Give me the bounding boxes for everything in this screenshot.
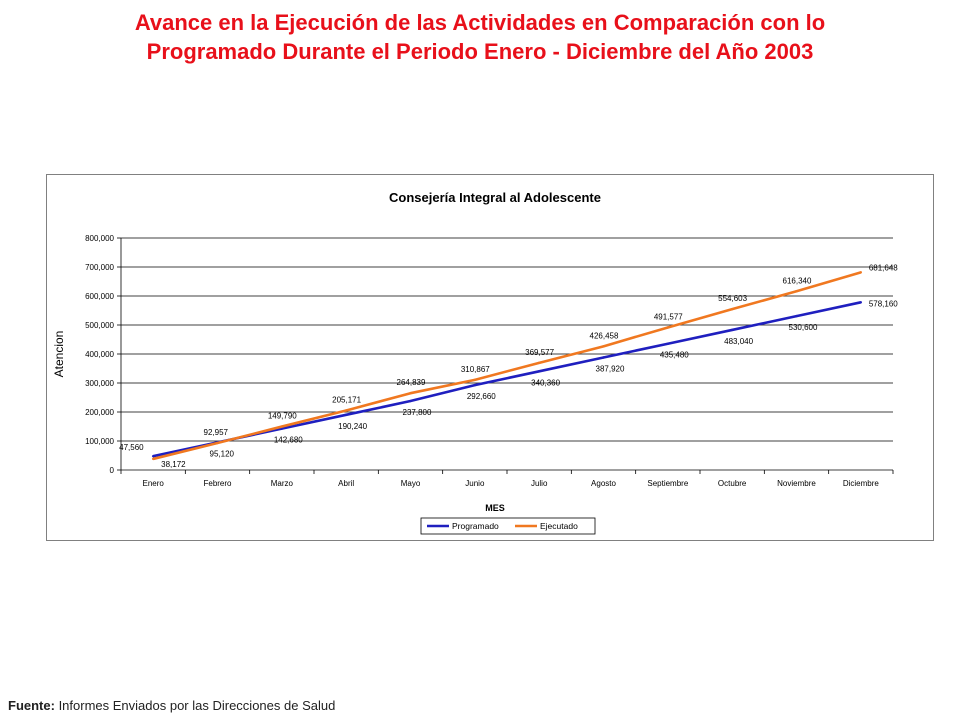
data-point bbox=[473, 383, 477, 387]
y-tick-label: 500,000 bbox=[85, 321, 114, 330]
footer-source: Fuente: Informes Enviados por las Direcc… bbox=[8, 698, 335, 713]
data-label: 340,360 bbox=[531, 378, 560, 387]
x-tick-label: Marzo bbox=[271, 479, 294, 488]
line-chart: Consejería Integral al Adolescente Atenc… bbox=[52, 190, 898, 535]
data-label: 435,480 bbox=[660, 351, 689, 360]
data-label: 95,120 bbox=[210, 449, 235, 458]
data-point bbox=[859, 271, 863, 274]
x-tick-label: Noviembre bbox=[777, 479, 816, 488]
footer-text: Informes Enviados por las Direcciones de… bbox=[54, 698, 336, 713]
data-point bbox=[666, 342, 670, 345]
chart-frame: Consejería Integral al Adolescente Atenc… bbox=[46, 174, 934, 541]
legend: Programado Ejecutado bbox=[420, 517, 596, 535]
series-line-ejecutado bbox=[152, 271, 862, 461]
data-point bbox=[344, 409, 348, 412]
x-tick-label: Septiembre bbox=[647, 479, 688, 488]
data-label: 426,458 bbox=[590, 331, 619, 340]
data-point bbox=[473, 378, 477, 382]
data-point bbox=[216, 441, 219, 445]
x-tick-label: Enero bbox=[142, 479, 164, 488]
data-point bbox=[537, 370, 541, 373]
footer-label: Fuente: bbox=[8, 698, 55, 713]
series-lines bbox=[151, 271, 863, 461]
x-tick-label: Mayo bbox=[401, 479, 421, 488]
legend-box bbox=[420, 517, 596, 535]
data-point bbox=[537, 361, 541, 365]
data-label: 205,171 bbox=[332, 396, 361, 405]
gridlines bbox=[121, 237, 893, 442]
data-point bbox=[795, 314, 798, 318]
data-point bbox=[409, 391, 412, 395]
data-label: 369,577 bbox=[525, 348, 554, 357]
y-tick-label: 200,000 bbox=[85, 408, 114, 417]
legend-item-label: Ejecutado bbox=[540, 521, 578, 531]
x-tick-label: Junio bbox=[465, 479, 485, 488]
data-label: 264,839 bbox=[397, 378, 426, 387]
data-point bbox=[795, 290, 798, 293]
data-label: 578,160 bbox=[869, 299, 898, 308]
data-point bbox=[151, 455, 155, 458]
x-tick-label: Julio bbox=[531, 479, 548, 488]
x-axis-label: MES bbox=[485, 503, 505, 513]
data-label: 47,560 bbox=[119, 443, 144, 452]
data-label: 530,600 bbox=[789, 323, 818, 332]
data-label: 142,680 bbox=[274, 436, 303, 445]
data-point bbox=[409, 399, 412, 403]
page-title-line-2: Programado Durante el Periodo Enero - Di… bbox=[146, 39, 814, 64]
data-point bbox=[730, 328, 734, 332]
data-label: 38,172 bbox=[161, 460, 186, 469]
data-label: 92,957 bbox=[204, 428, 229, 437]
data-label: 554,603 bbox=[718, 294, 747, 303]
data-label: 387,920 bbox=[596, 365, 625, 374]
x-tick-label: Diciembre bbox=[843, 479, 880, 488]
data-label: 190,240 bbox=[338, 422, 367, 431]
data-point bbox=[280, 425, 284, 428]
page-title: Avance en la Ejecución de las Actividade… bbox=[0, 8, 960, 66]
y-tick-label: 300,000 bbox=[85, 379, 114, 388]
data-label: 149,790 bbox=[268, 412, 297, 421]
data-point bbox=[859, 301, 863, 304]
page-title-line-1: Avance en la Ejecución de las Actividade… bbox=[134, 10, 826, 35]
data-label: 616,340 bbox=[783, 276, 812, 285]
x-tick-label: Agosto bbox=[591, 479, 616, 488]
series-line-programado bbox=[152, 301, 862, 458]
chart-title: Consejería Integral al Adolescente bbox=[389, 190, 601, 205]
data-label: 483,040 bbox=[724, 337, 753, 346]
data-point bbox=[730, 307, 734, 311]
y-tick-label: 600,000 bbox=[85, 292, 114, 301]
x-tick-label: Abril bbox=[338, 479, 354, 488]
data-label: 310,867 bbox=[461, 365, 490, 374]
y-tick-label: 0 bbox=[110, 466, 115, 475]
data-label: 237,800 bbox=[403, 408, 432, 417]
data-point bbox=[602, 356, 605, 359]
data-label: 292,660 bbox=[467, 392, 496, 401]
y-tick-label: 700,000 bbox=[85, 263, 114, 272]
axes: 0 100,000 200,000 300,000 400,000 500,000 600,… bbox=[85, 234, 894, 488]
y-tick-label: 800,000 bbox=[85, 234, 114, 243]
data-point bbox=[151, 457, 155, 461]
y-tick-label: 100,000 bbox=[85, 437, 114, 446]
data-label: 491,577 bbox=[654, 312, 683, 321]
data-point bbox=[666, 326, 670, 329]
y-tick-label: 400,000 bbox=[85, 350, 114, 359]
data-labels: 47,560 95,120 142,680 190,240 237,800 292,660… bbox=[119, 263, 898, 469]
data-point bbox=[344, 413, 348, 417]
x-tick-label: Octubre bbox=[718, 479, 747, 488]
legend-item-label: Programado bbox=[452, 521, 499, 531]
data-point bbox=[602, 345, 605, 348]
y-axis-label: Atencion bbox=[52, 331, 66, 378]
data-label: 681,648 bbox=[869, 263, 898, 272]
x-tick-label: Febrero bbox=[203, 479, 232, 488]
